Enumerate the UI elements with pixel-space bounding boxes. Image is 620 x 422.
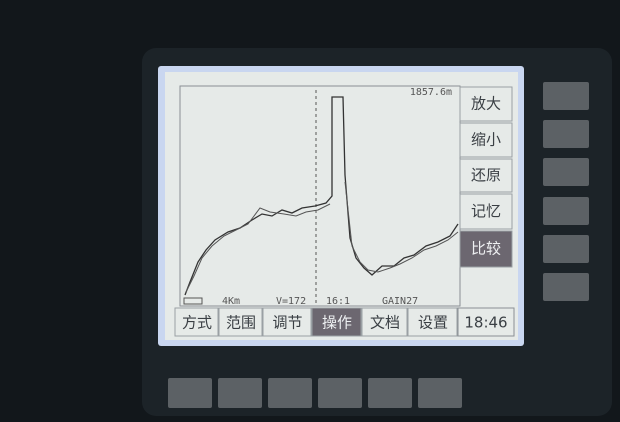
bottom-menu-item[interactable] [262, 307, 312, 337]
bottom-key[interactable] [218, 378, 262, 408]
bottom-menu-item[interactable] [218, 307, 263, 337]
hardware-buttons [168, 82, 589, 408]
bottom-menu-label: 范围 [226, 314, 256, 332]
side-menu-label: 记忆 [471, 202, 501, 220]
side-menu-item[interactable] [459, 86, 513, 122]
battery-icon [183, 297, 203, 305]
side-key[interactable] [543, 120, 589, 148]
side-menu-label: 放大 [471, 95, 501, 113]
range-status: 4Km [222, 296, 240, 307]
bottom-menu-label: 调节 [272, 314, 302, 332]
clock-box [457, 307, 515, 337]
side-key[interactable] [543, 273, 589, 301]
side-menu-item[interactable] [459, 193, 513, 230]
gain-status: GAIN27 [382, 296, 418, 307]
side-key[interactable] [543, 235, 589, 263]
bottom-key[interactable] [368, 378, 412, 408]
side-key[interactable] [543, 158, 589, 186]
side-key[interactable] [543, 197, 589, 225]
bottom-menu-item[interactable] [361, 307, 408, 337]
distance-readout: 1857.6m [410, 87, 452, 98]
bottom-menu: 方式 范围 调节 操作 文档 设置 [174, 307, 458, 337]
bottom-menu-item[interactable] [407, 307, 458, 337]
side-menu-item[interactable] [459, 230, 513, 268]
bottom-key[interactable] [168, 378, 212, 408]
bottom-menu-item[interactable] [311, 307, 362, 337]
side-menu-item[interactable] [459, 122, 513, 158]
bottom-menu-item[interactable] [174, 307, 219, 337]
bottom-key[interactable] [318, 378, 362, 408]
side-menu-label: 比较 [471, 240, 501, 258]
ratio-status: 16:1 [326, 296, 350, 307]
bottom-menu-label: 文档 [370, 314, 400, 332]
velocity-status: V=172 [276, 296, 306, 307]
bottom-menu-label: 方式 [182, 314, 212, 332]
bottom-key[interactable] [418, 378, 462, 408]
bottom-menu-label: 设置 [418, 314, 448, 332]
side-menu-item[interactable] [459, 158, 513, 193]
clock: 18:46 [464, 314, 507, 332]
side-key[interactable] [543, 82, 589, 110]
screen [165, 72, 518, 340]
side-menu-label: 还原 [471, 166, 501, 184]
waveform-trace [184, 96, 459, 296]
side-menu-label: 缩小 [471, 131, 501, 149]
bottom-menu-label: 操作 [322, 314, 352, 332]
bottom-key[interactable] [268, 378, 312, 408]
reference-trace [185, 181, 459, 293]
